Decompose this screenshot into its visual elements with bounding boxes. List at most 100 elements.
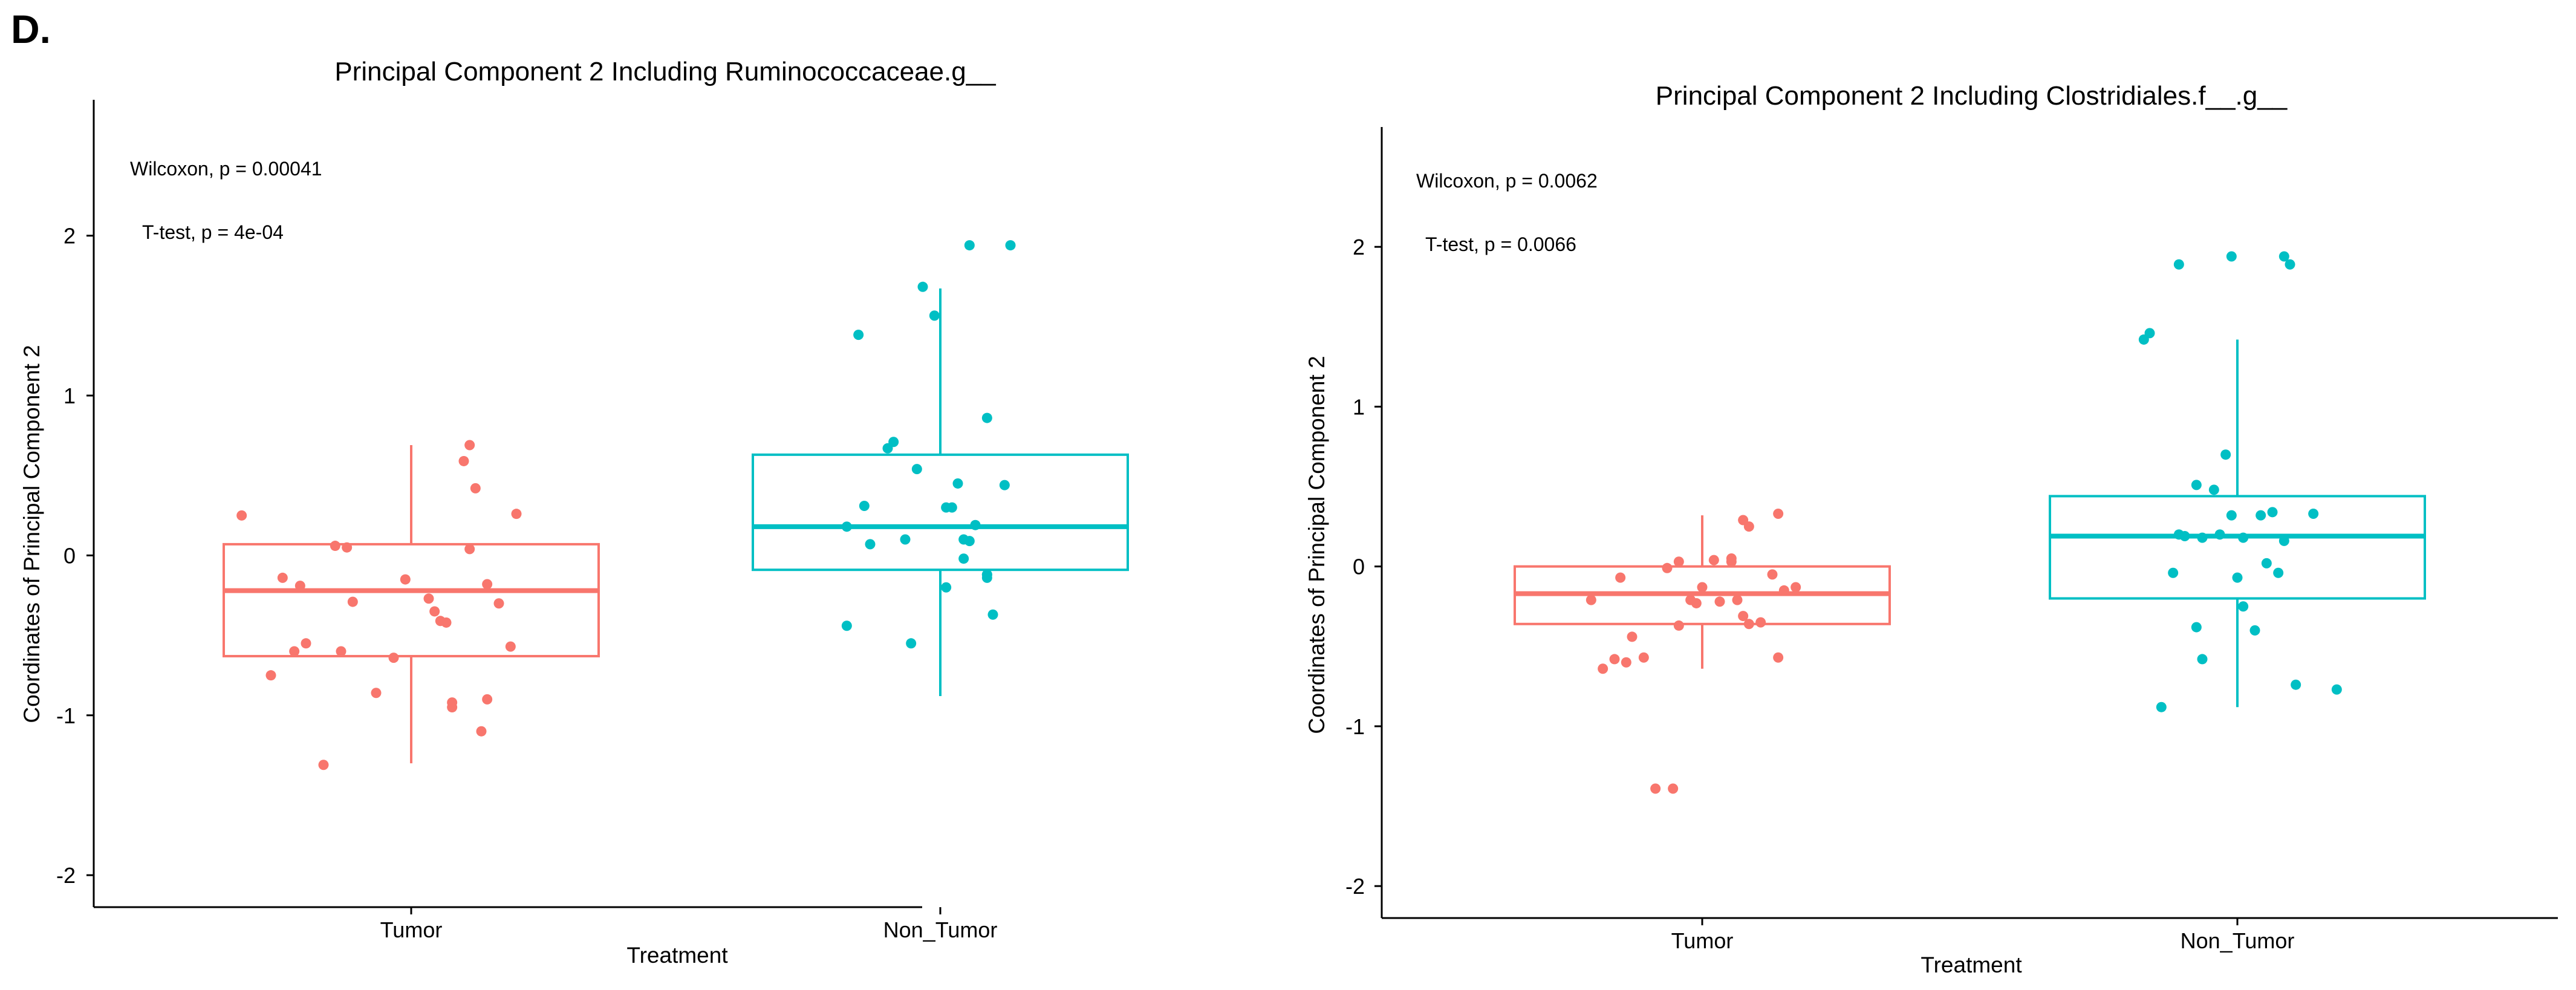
data-point bbox=[464, 544, 475, 555]
data-point bbox=[1791, 582, 1801, 593]
data-point bbox=[911, 464, 922, 475]
data-point bbox=[1697, 582, 1708, 593]
y-tick-label: -1 bbox=[56, 703, 76, 728]
data-point bbox=[476, 726, 487, 737]
data-point bbox=[2291, 679, 2301, 690]
data-point bbox=[929, 310, 940, 321]
data-point bbox=[2191, 480, 2202, 490]
data-point bbox=[464, 440, 475, 451]
data-point bbox=[1662, 562, 1673, 573]
data-point bbox=[1726, 553, 1737, 564]
y-tick-label: 2 bbox=[1353, 235, 1365, 259]
data-point bbox=[2232, 572, 2243, 583]
box-tumor bbox=[223, 445, 600, 764]
data-point bbox=[294, 581, 305, 591]
data-point bbox=[2238, 532, 2249, 543]
data-point bbox=[2226, 251, 2237, 262]
y-tick-label: -2 bbox=[56, 863, 76, 888]
box-iqr bbox=[752, 453, 1129, 572]
data-point bbox=[1773, 652, 1784, 663]
data-point bbox=[2308, 508, 2319, 519]
y-tick-label: 1 bbox=[1353, 394, 1365, 419]
y-axis-label: Coordinates of Principal Component 2 bbox=[19, 345, 44, 723]
x-tick-label: Non_Tumor bbox=[2181, 928, 2295, 953]
data-point bbox=[2261, 558, 2272, 568]
x-tick-label: Tumor bbox=[380, 917, 443, 942]
y-tick-label: 0 bbox=[63, 543, 76, 568]
data-point bbox=[2256, 510, 2266, 521]
data-point bbox=[853, 330, 864, 340]
data-point bbox=[2278, 251, 2289, 262]
data-point bbox=[1708, 555, 1719, 565]
data-point bbox=[941, 502, 952, 513]
data-point bbox=[2331, 684, 2342, 695]
data-point bbox=[1673, 556, 1684, 567]
data-point bbox=[1650, 783, 1661, 794]
data-point bbox=[2197, 532, 2208, 543]
panel-label: D. bbox=[11, 7, 51, 51]
data-point bbox=[429, 606, 440, 617]
chart-1: Principal Component 2 Including Ruminoco… bbox=[19, 57, 1129, 968]
data-point bbox=[2179, 530, 2190, 541]
data-point bbox=[342, 542, 353, 553]
data-point bbox=[1767, 569, 1778, 580]
data-point bbox=[493, 598, 504, 609]
data-point bbox=[981, 569, 992, 580]
data-point bbox=[1609, 654, 1620, 665]
data-point bbox=[505, 641, 516, 652]
data-point bbox=[917, 281, 928, 292]
data-point bbox=[859, 500, 870, 511]
data-point bbox=[964, 240, 975, 251]
data-point bbox=[999, 480, 1010, 490]
data-point bbox=[1743, 619, 1754, 630]
data-point bbox=[2197, 654, 2208, 665]
data-point bbox=[265, 670, 276, 681]
data-point bbox=[1668, 783, 1679, 794]
data-point bbox=[1638, 652, 1649, 663]
data-point bbox=[941, 582, 952, 593]
data-point bbox=[1732, 594, 1743, 605]
data-point bbox=[423, 593, 434, 604]
y-axis-label: Coordinates of Principal Component 2 bbox=[1304, 356, 1329, 734]
data-point bbox=[1627, 631, 1638, 642]
box-iqr bbox=[2049, 495, 2426, 600]
data-point bbox=[882, 443, 893, 454]
x-axis-label: Treatment bbox=[626, 943, 728, 968]
data-point bbox=[1743, 521, 1754, 532]
chart-2: Principal Component 2 Including Clostrid… bbox=[1304, 81, 2558, 977]
data-point bbox=[2249, 625, 2260, 636]
data-point bbox=[277, 572, 288, 583]
data-point bbox=[1598, 663, 1608, 674]
data-point bbox=[2238, 601, 2249, 612]
stat-annotation: Wilcoxon, p = 0.00041 bbox=[130, 158, 322, 180]
stat-annotation: T-test, p = 0.0066 bbox=[1425, 233, 1576, 255]
data-point bbox=[2267, 507, 2278, 518]
box-tumor bbox=[1514, 515, 1891, 669]
y-tick-label: 1 bbox=[63, 383, 76, 408]
data-point bbox=[347, 596, 358, 607]
data-point bbox=[906, 638, 917, 649]
x-tick-label: Non_Tumor bbox=[883, 917, 998, 942]
x-axis-label: Treatment bbox=[1921, 953, 2022, 977]
data-point bbox=[388, 653, 399, 663]
y-tick-label: 2 bbox=[63, 224, 76, 249]
data-point bbox=[2273, 567, 2284, 578]
data-point bbox=[447, 697, 458, 708]
data-point bbox=[1615, 572, 1626, 583]
data-point bbox=[511, 509, 522, 519]
data-point bbox=[1738, 611, 1749, 622]
data-point bbox=[841, 521, 852, 532]
box-non-tumor bbox=[2049, 339, 2426, 708]
y-tick-label: 0 bbox=[1353, 555, 1365, 579]
data-point bbox=[400, 574, 411, 585]
data-point bbox=[318, 760, 329, 770]
data-point bbox=[2156, 702, 2167, 712]
data-point bbox=[482, 579, 493, 590]
data-point bbox=[1621, 657, 1631, 668]
data-point bbox=[2220, 449, 2231, 460]
data-point bbox=[1691, 598, 1702, 608]
data-point bbox=[441, 617, 452, 628]
data-point bbox=[2173, 259, 2184, 270]
x-tick-label: Tumor bbox=[1671, 928, 1734, 953]
data-point bbox=[2278, 535, 2289, 546]
